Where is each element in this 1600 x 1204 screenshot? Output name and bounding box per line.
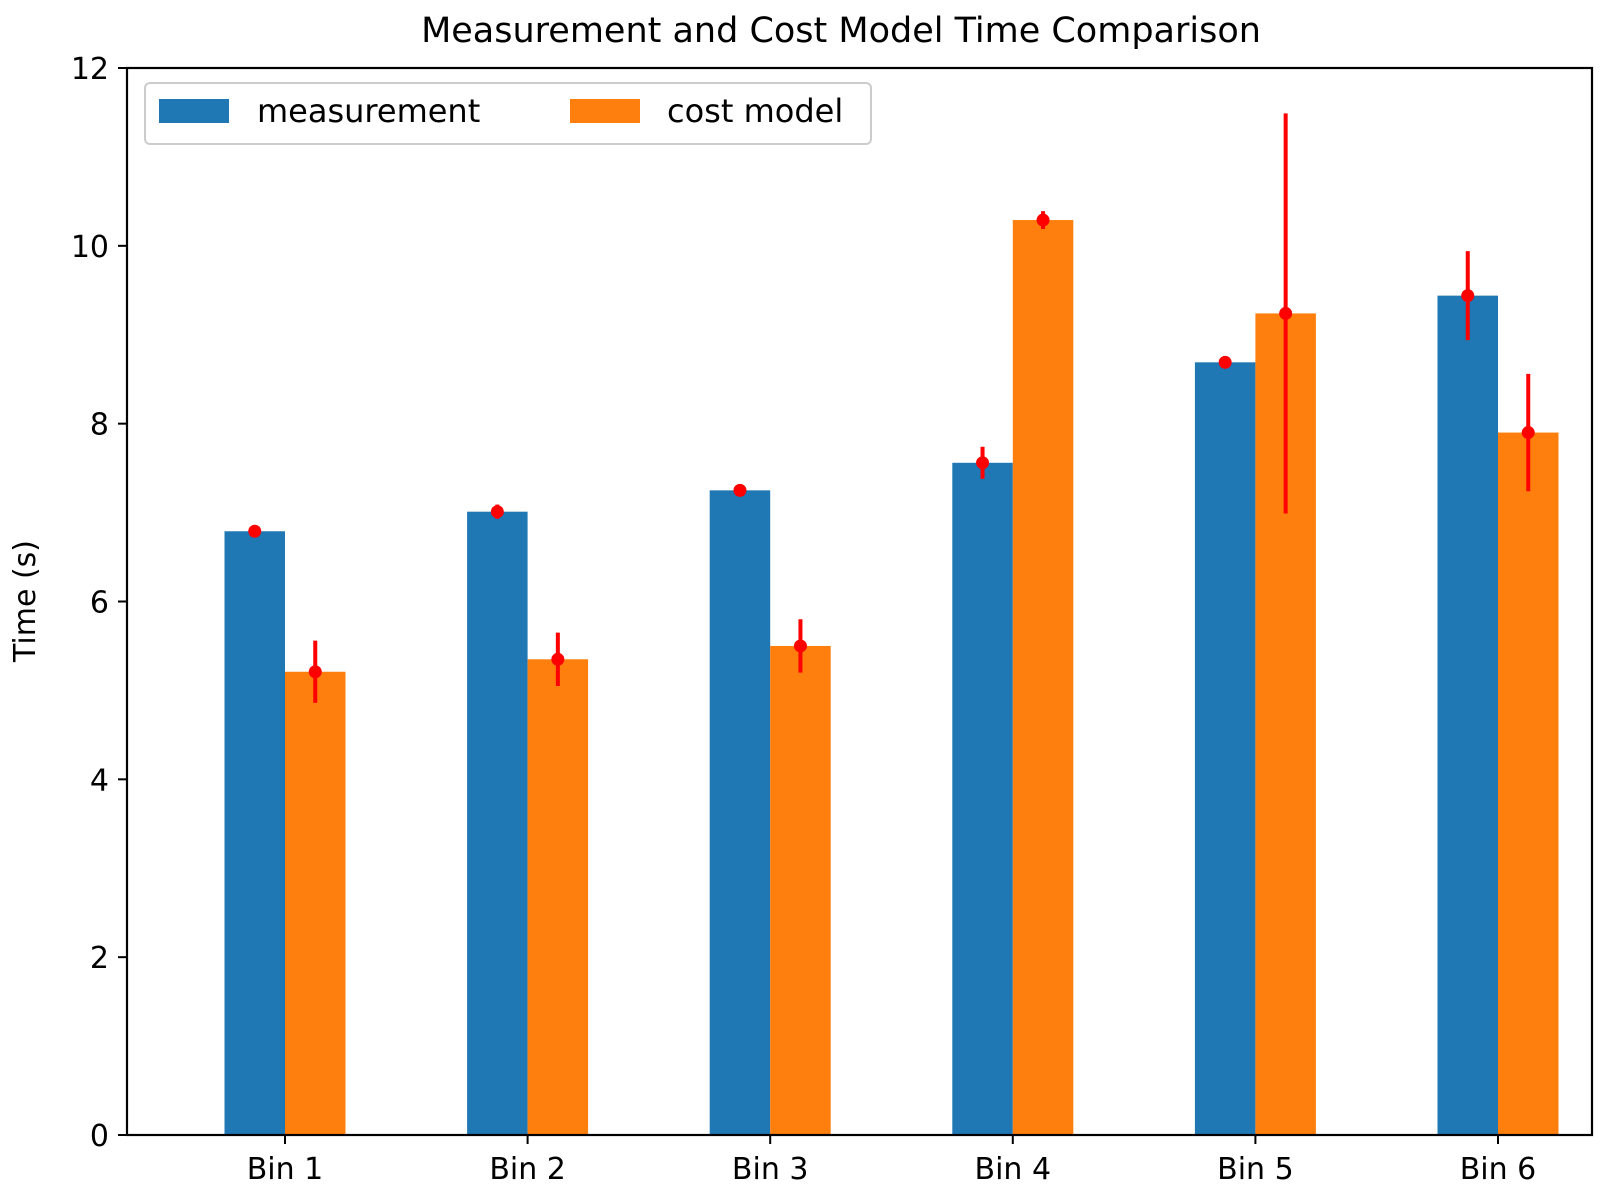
y-axis-label: Time (s) (8, 540, 43, 663)
point-cost-model-5 (1279, 306, 1293, 320)
y-tick-label: 10 (71, 230, 109, 265)
bar-cost-model-6 (1498, 432, 1559, 1135)
point-measurement-6 (1461, 289, 1475, 303)
point-cost-model-4 (1036, 213, 1050, 227)
y-tick-label: 4 (90, 763, 109, 798)
x-tick-label: Bin 4 (975, 1152, 1052, 1187)
legend-label-measurement: measurement (257, 92, 480, 130)
point-cost-model-6 (1521, 426, 1535, 440)
bar-cost-model-2 (527, 659, 589, 1135)
y-tick-label: 8 (90, 408, 109, 443)
bar-cost-model-3 (770, 645, 831, 1135)
point-measurement-4 (976, 456, 990, 470)
y-tick-label: 0 (90, 1119, 109, 1154)
legend-swatch-measurement (159, 99, 229, 123)
x-tick-label: Bin 5 (1217, 1152, 1294, 1187)
bar-measurement-1 (224, 531, 285, 1135)
bar-measurement-5 (1194, 362, 1256, 1135)
x-tick-label: Bin 6 (1460, 1152, 1537, 1187)
x-tick-label: Bin 2 (489, 1152, 566, 1187)
point-measurement-2 (490, 505, 504, 519)
bar-measurement-2 (467, 511, 528, 1135)
bar-measurement-6 (1437, 295, 1498, 1135)
y-tick-label: 6 (90, 586, 109, 621)
y-tick-label: 12 (71, 52, 109, 87)
bar-cost-model-1 (285, 671, 346, 1135)
legend-label-cost-model: cost model (667, 92, 843, 130)
point-measurement-1 (248, 524, 262, 538)
bar-measurement-4 (952, 462, 1013, 1135)
point-measurement-3 (733, 483, 747, 497)
legend-box (144, 82, 872, 145)
plot-area: 0 2 4 6 8 10 12 Bin 1 Bin 2 Bin 3 Bin 4 Bin 5 Bin 6 m… (71, 52, 1594, 1187)
chart-title: Measurement and Cost Model Time Comparis… (421, 11, 1261, 51)
point-measurement-5 (1218, 355, 1232, 369)
plot-frame (125, 66, 1594, 1137)
point-cost-model-3 (793, 639, 807, 653)
point-cost-model-2 (551, 652, 565, 666)
legend-swatch-cost-model (570, 99, 640, 123)
bar-cost-model-4 (1012, 220, 1074, 1136)
point-cost-model-1 (308, 665, 322, 679)
x-tick-label: Bin 1 (247, 1152, 324, 1187)
bar-measurement-3 (709, 490, 771, 1136)
x-tick-label: Bin 3 (732, 1152, 809, 1187)
y-tick-label: 2 (90, 941, 109, 976)
